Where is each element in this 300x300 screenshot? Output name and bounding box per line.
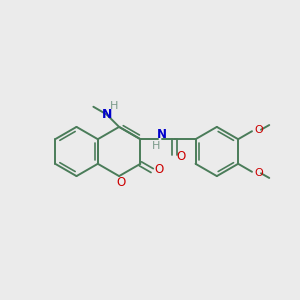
Text: O: O <box>116 176 125 189</box>
Text: O: O <box>254 168 263 178</box>
Text: H: H <box>152 141 160 151</box>
Text: O: O <box>177 150 186 163</box>
Text: O: O <box>254 125 263 135</box>
Text: N: N <box>157 128 167 141</box>
Text: H: H <box>110 101 118 111</box>
Text: O: O <box>154 163 164 176</box>
Text: N: N <box>101 108 112 121</box>
